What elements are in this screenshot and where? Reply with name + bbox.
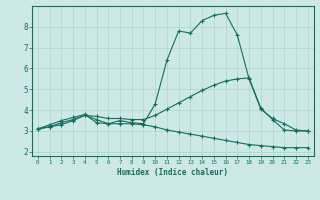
X-axis label: Humidex (Indice chaleur): Humidex (Indice chaleur) [117,168,228,177]
